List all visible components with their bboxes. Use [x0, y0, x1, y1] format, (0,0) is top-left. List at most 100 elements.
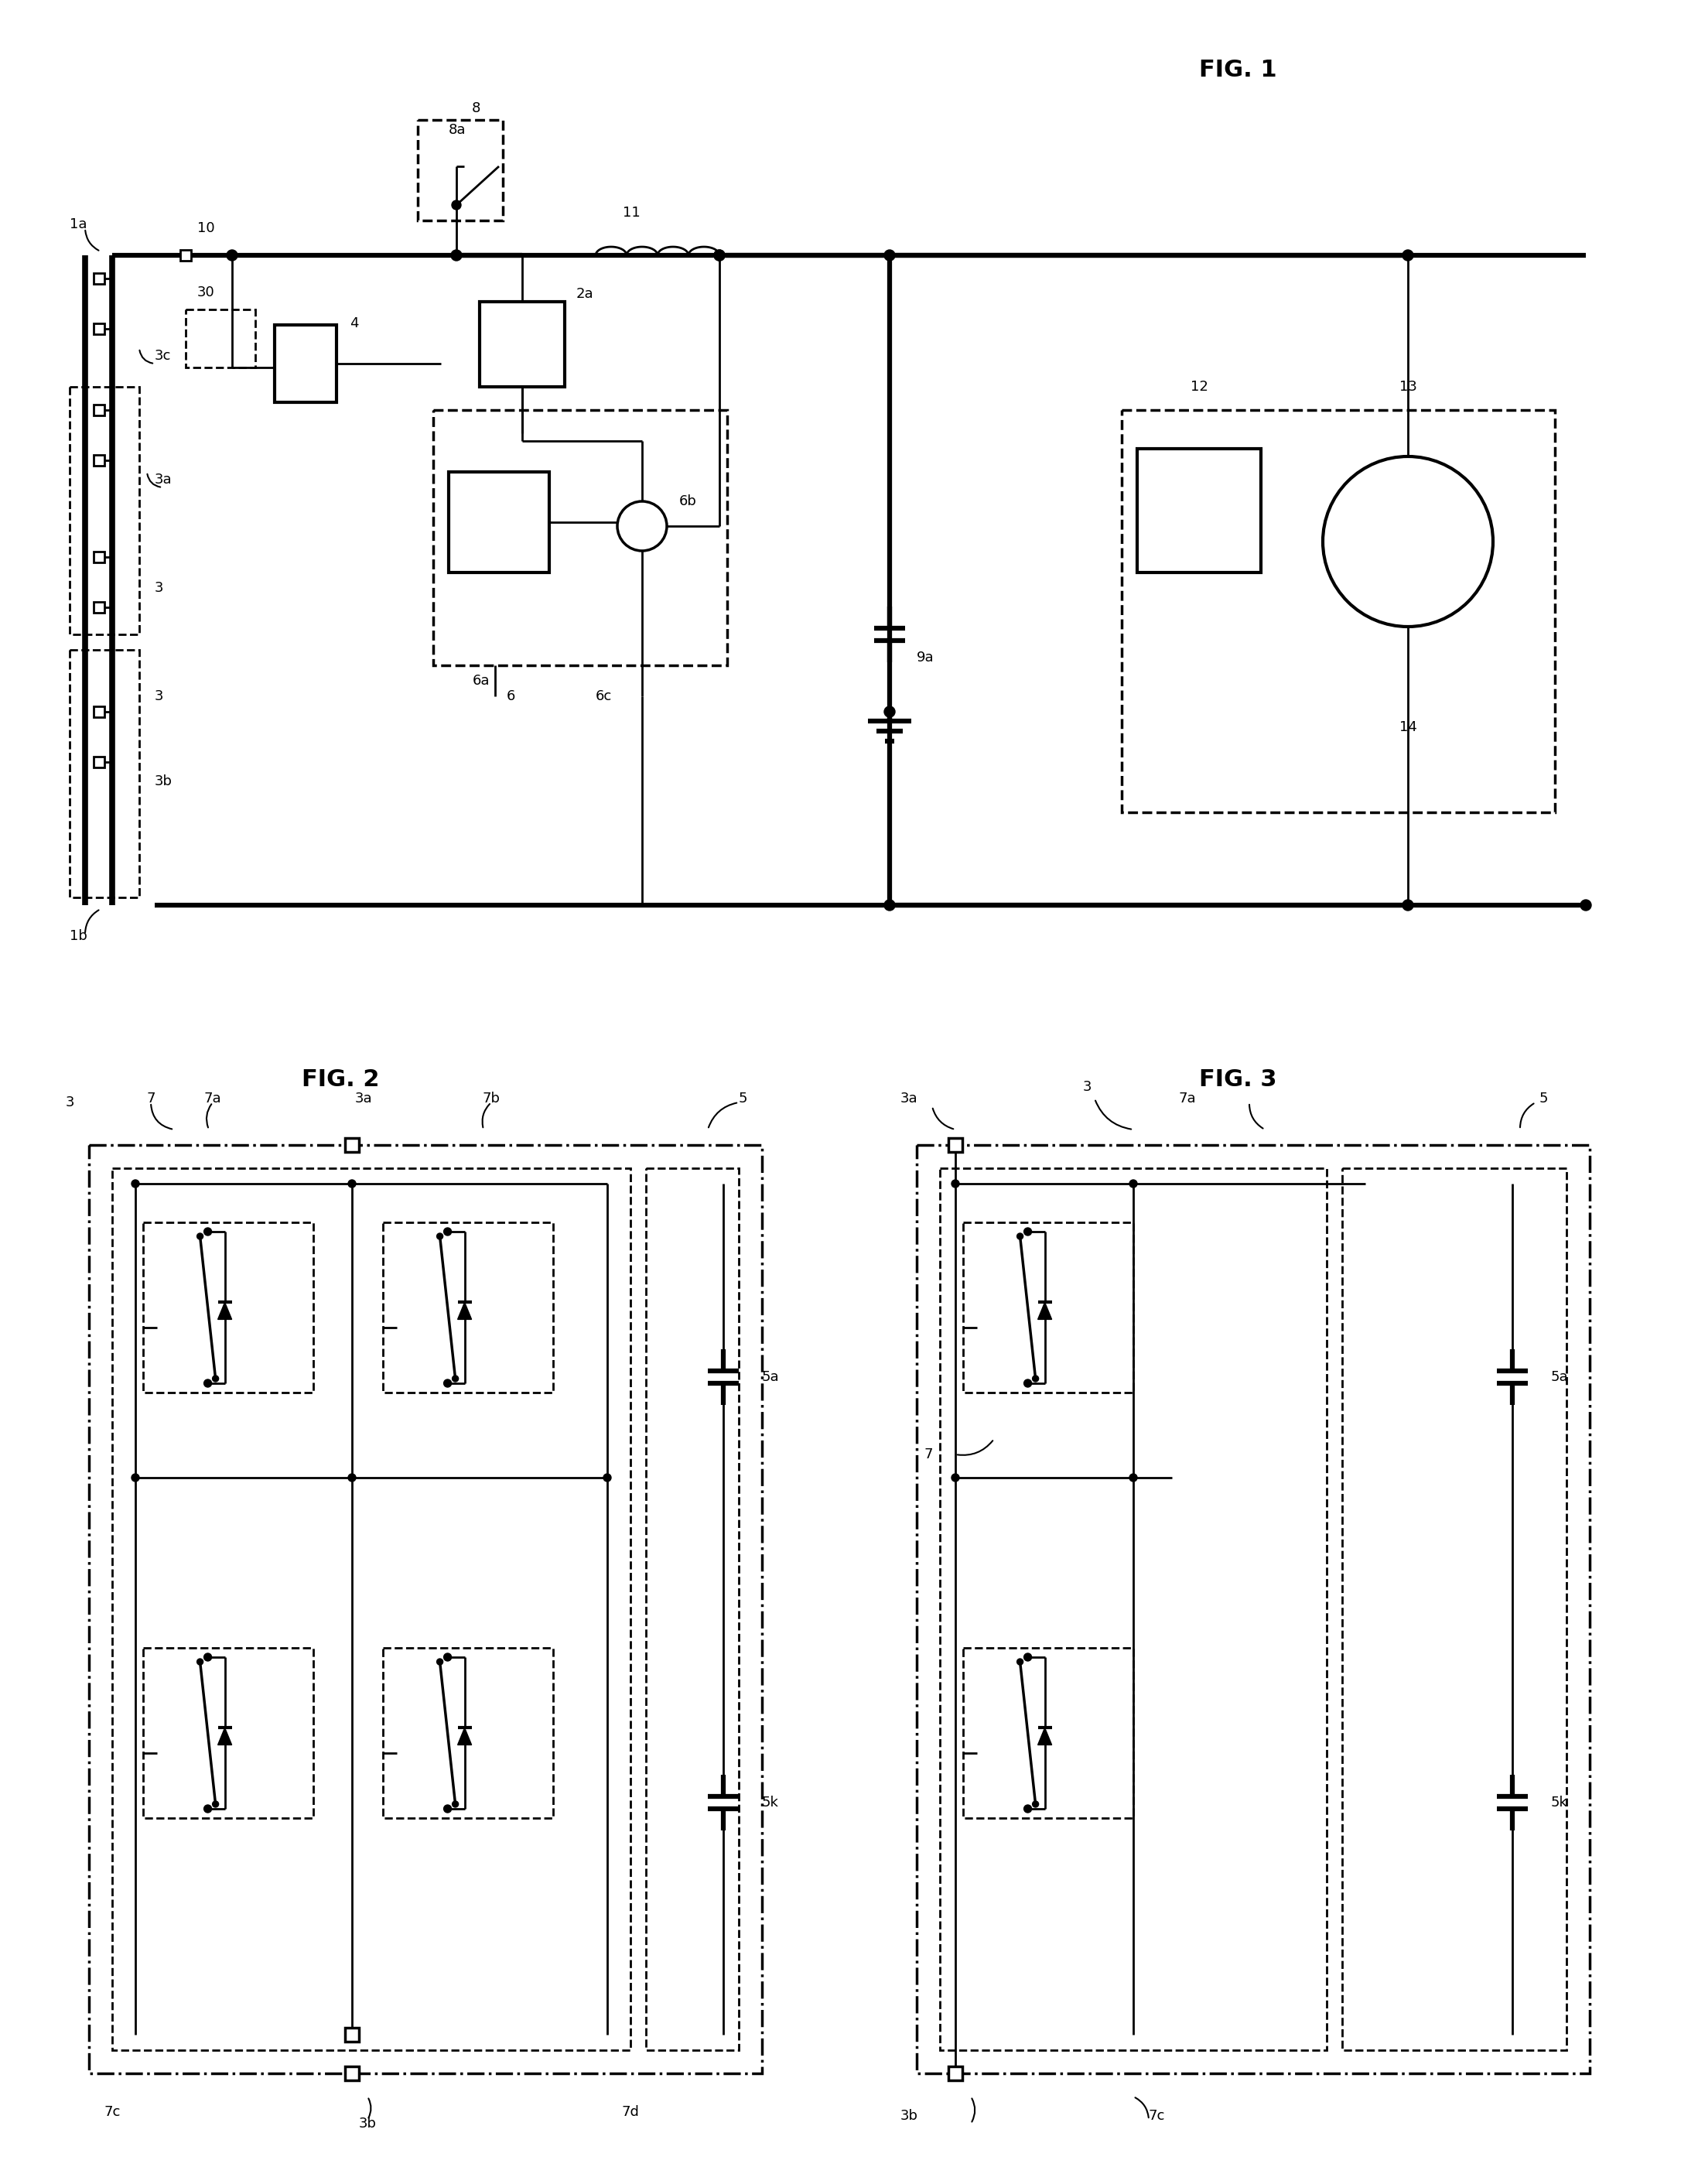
Bar [93, 454, 105, 465]
Bar [1341, 1168, 1567, 2051]
Text: 7c: 7c [104, 2105, 121, 2118]
Bar [185, 310, 255, 367]
Text: 6: 6 [506, 690, 514, 703]
Bar [93, 404, 105, 415]
Circle shape [1032, 1802, 1039, 1806]
Circle shape [436, 1658, 443, 1664]
Circle shape [204, 1380, 212, 1387]
Text: 7c: 7c [1148, 2110, 1165, 2123]
Bar [88, 1144, 762, 2073]
Text: 3b: 3b [155, 775, 173, 788]
Circle shape [1024, 1804, 1032, 1813]
Text: 3a: 3a [900, 1092, 917, 1105]
Circle shape [885, 249, 895, 260]
Circle shape [1032, 1376, 1039, 1382]
Bar [448, 472, 548, 572]
Circle shape [885, 900, 895, 911]
Bar [93, 705, 105, 716]
Text: 8a: 8a [448, 122, 465, 138]
Circle shape [1024, 1653, 1032, 1662]
Text: 2a: 2a [576, 286, 594, 301]
Polygon shape [1037, 1728, 1051, 1745]
Text: 11: 11 [623, 205, 640, 221]
Text: 10: 10 [197, 221, 214, 236]
Text: 6a: 6a [472, 675, 489, 688]
Polygon shape [1037, 1302, 1051, 1319]
Circle shape [443, 1227, 452, 1236]
Bar [384, 1223, 554, 1393]
Bar [345, 1138, 358, 1151]
Circle shape [452, 1802, 458, 1806]
Bar [384, 1649, 554, 1817]
Text: 3: 3 [1082, 1081, 1092, 1094]
Circle shape [1403, 249, 1413, 260]
Bar [70, 651, 139, 898]
Circle shape [348, 1474, 357, 1481]
Text: 3c: 3c [155, 349, 171, 363]
Text: 5: 5 [739, 1092, 747, 1105]
Bar [93, 553, 105, 563]
Bar [275, 325, 336, 402]
Text: 7a: 7a [1178, 1092, 1195, 1105]
Circle shape [204, 1804, 212, 1813]
Circle shape [1017, 1234, 1024, 1238]
Circle shape [1581, 900, 1591, 911]
Bar [180, 249, 192, 260]
Bar [645, 1168, 739, 2051]
Circle shape [131, 1179, 139, 1188]
Text: 5k: 5k [1550, 1795, 1567, 1811]
Circle shape [603, 1474, 611, 1481]
Bar [345, 2066, 358, 2081]
Bar [963, 1223, 1133, 1393]
Bar [941, 1168, 1326, 2051]
Bar [433, 411, 727, 666]
Circle shape [951, 1474, 959, 1481]
Text: 7b: 7b [482, 1092, 501, 1105]
Polygon shape [458, 1302, 472, 1319]
Text: 9a: 9a [917, 651, 934, 664]
Circle shape [443, 1804, 452, 1813]
Text: 13: 13 [1399, 380, 1416, 393]
Text: 6b: 6b [679, 494, 696, 509]
Text: 7: 7 [924, 1448, 934, 1461]
Text: 7d: 7d [621, 2105, 640, 2118]
Circle shape [443, 1653, 452, 1662]
Circle shape [1024, 1227, 1032, 1236]
Circle shape [1323, 456, 1493, 627]
Text: 3a: 3a [155, 472, 171, 487]
Text: 3b: 3b [358, 2116, 377, 2132]
Text: −: − [637, 511, 647, 526]
Text: 12: 12 [1190, 380, 1207, 393]
Text: 5: 5 [1538, 1092, 1549, 1105]
Polygon shape [217, 1728, 231, 1745]
Circle shape [212, 1376, 219, 1382]
Text: 3: 3 [155, 581, 163, 594]
Circle shape [204, 1227, 212, 1236]
Text: 5a: 5a [1550, 1369, 1569, 1385]
Bar [345, 2027, 358, 2042]
Circle shape [951, 1179, 959, 1188]
Bar [917, 1144, 1589, 2073]
Circle shape [212, 1802, 219, 1806]
Circle shape [226, 249, 238, 260]
Bar [93, 323, 105, 334]
Text: 5a: 5a [762, 1369, 779, 1385]
Circle shape [197, 1658, 204, 1664]
Text: 5k: 5k [762, 1795, 779, 1811]
Circle shape [452, 201, 462, 210]
Circle shape [452, 249, 462, 260]
Text: 1b: 1b [70, 928, 87, 943]
Text: 1a: 1a [70, 218, 87, 232]
Text: 3b: 3b [900, 2110, 919, 2123]
Text: FIG. 3: FIG. 3 [1199, 1068, 1277, 1090]
Text: 7: 7 [146, 1092, 155, 1105]
Circle shape [348, 1179, 357, 1188]
Bar [479, 301, 565, 387]
Circle shape [1403, 900, 1413, 911]
Circle shape [436, 1234, 443, 1238]
Circle shape [1129, 1179, 1138, 1188]
Text: 6c: 6c [596, 690, 611, 703]
Bar [949, 2066, 963, 2081]
Circle shape [443, 1380, 452, 1387]
Circle shape [197, 1234, 204, 1238]
